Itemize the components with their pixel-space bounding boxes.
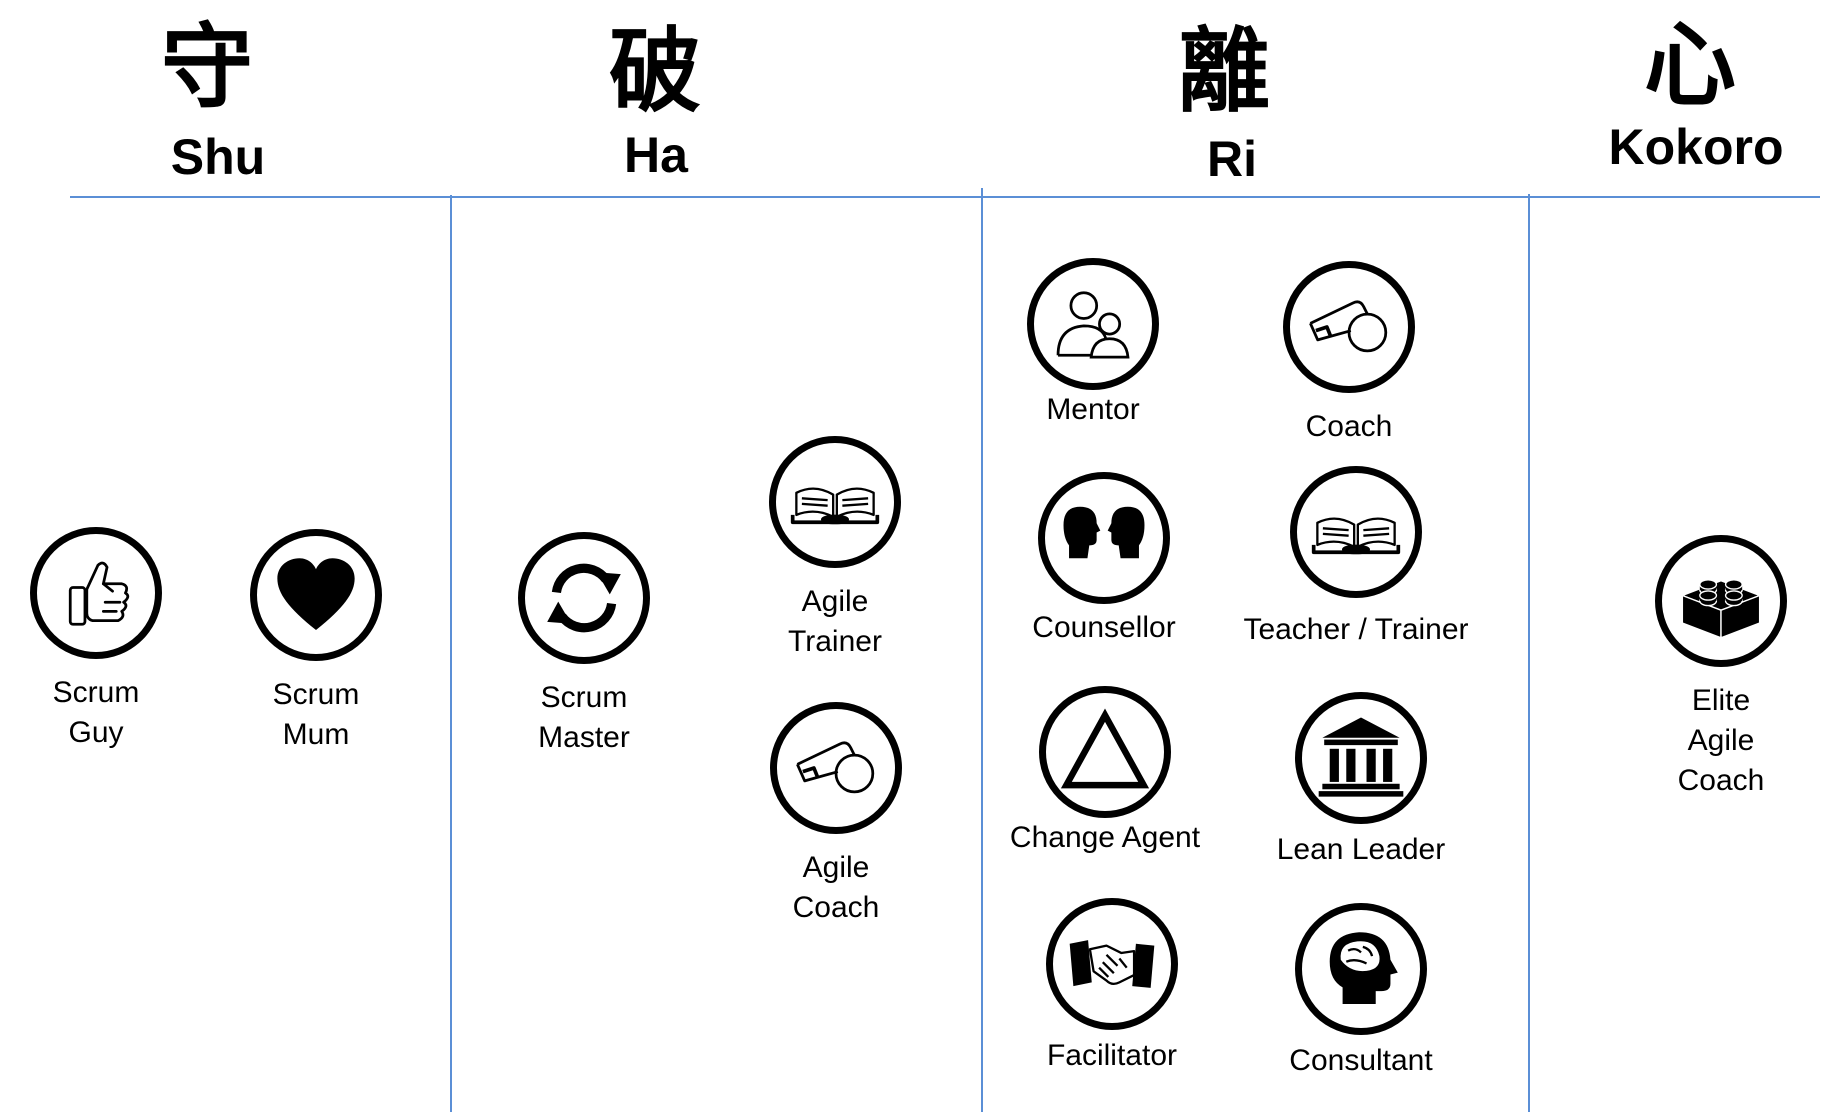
whistle-icon	[1283, 261, 1415, 393]
kanji-ri: 離	[1177, 18, 1270, 125]
stage-title-kokoro: Kokoro	[1608, 119, 1784, 175]
role-coach: Coach	[1199, 261, 1499, 447]
role-label: Agile Coach	[792, 851, 880, 924]
role-scrum-guy: Scrum Guy	[0, 527, 246, 753]
kanji-shu: 守	[160, 14, 253, 121]
role-label: Lean Leader	[1276, 833, 1446, 866]
role-consultant: Consultant	[1211, 903, 1511, 1081]
header-divider	[70, 196, 1820, 198]
whistle-icon	[770, 702, 902, 834]
role-label: Facilitator	[1046, 1039, 1178, 1072]
role-label: Elite Agile Coach	[1677, 684, 1765, 797]
role-label: Consultant	[1289, 1044, 1433, 1077]
heart-icon	[250, 529, 382, 661]
handshake-icon	[1046, 898, 1178, 1030]
head-brain-icon	[1295, 903, 1427, 1035]
column-divider-3	[1528, 194, 1530, 1112]
stage-title-ri: Ri	[1207, 131, 1257, 187]
stage-title-ha: Ha	[624, 127, 688, 183]
cycle-arrows-icon	[518, 532, 650, 664]
role-facilitator: Facilitator	[962, 898, 1262, 1076]
two-heads-icon	[1038, 472, 1170, 604]
role-elite-agile-coach: Elite Agile Coach	[1571, 535, 1822, 801]
role-label: Scrum Guy	[52, 676, 140, 749]
thumbs-up-icon	[30, 527, 162, 659]
role-label: Scrum Master	[538, 681, 630, 754]
role-lean-leader: Lean Leader	[1211, 692, 1511, 870]
role-agile-trainer: Agile Trainer	[685, 436, 985, 662]
role-label: Change Agent	[1009, 821, 1201, 854]
open-book-icon	[769, 436, 901, 568]
triangle-icon	[1039, 686, 1171, 818]
lego-brick-icon	[1655, 535, 1787, 667]
role-counsellor: Counsellor	[954, 472, 1254, 648]
role-scrum-mum: Scrum Mum	[166, 529, 466, 755]
role-teacher-trainer: Teacher / Trainer	[1206, 466, 1506, 650]
role-label: Teacher / Trainer	[1243, 613, 1469, 646]
role-label: Counsellor	[1032, 611, 1176, 644]
role-agile-coach: Agile Coach	[686, 702, 986, 928]
role-scrum-master: Scrum Master	[434, 532, 734, 758]
stage-title-shu: Shu	[170, 129, 266, 185]
column-divider-1	[450, 195, 452, 1112]
role-mentor: Mentor	[943, 258, 1243, 430]
role-change-agent: Change Agent	[955, 686, 1255, 858]
column-divider-2	[981, 188, 983, 1112]
kanji-ha: 破	[608, 18, 701, 125]
people-icon	[1027, 258, 1159, 390]
role-label: Agile Trainer	[788, 585, 882, 658]
role-label: Mentor	[1046, 393, 1140, 426]
open-book-icon	[1290, 466, 1422, 598]
building-icon	[1295, 692, 1427, 824]
kanji-kokoro: 心	[1643, 12, 1736, 119]
role-label: Coach	[1305, 410, 1393, 443]
role-label: Scrum Mum	[272, 678, 360, 751]
